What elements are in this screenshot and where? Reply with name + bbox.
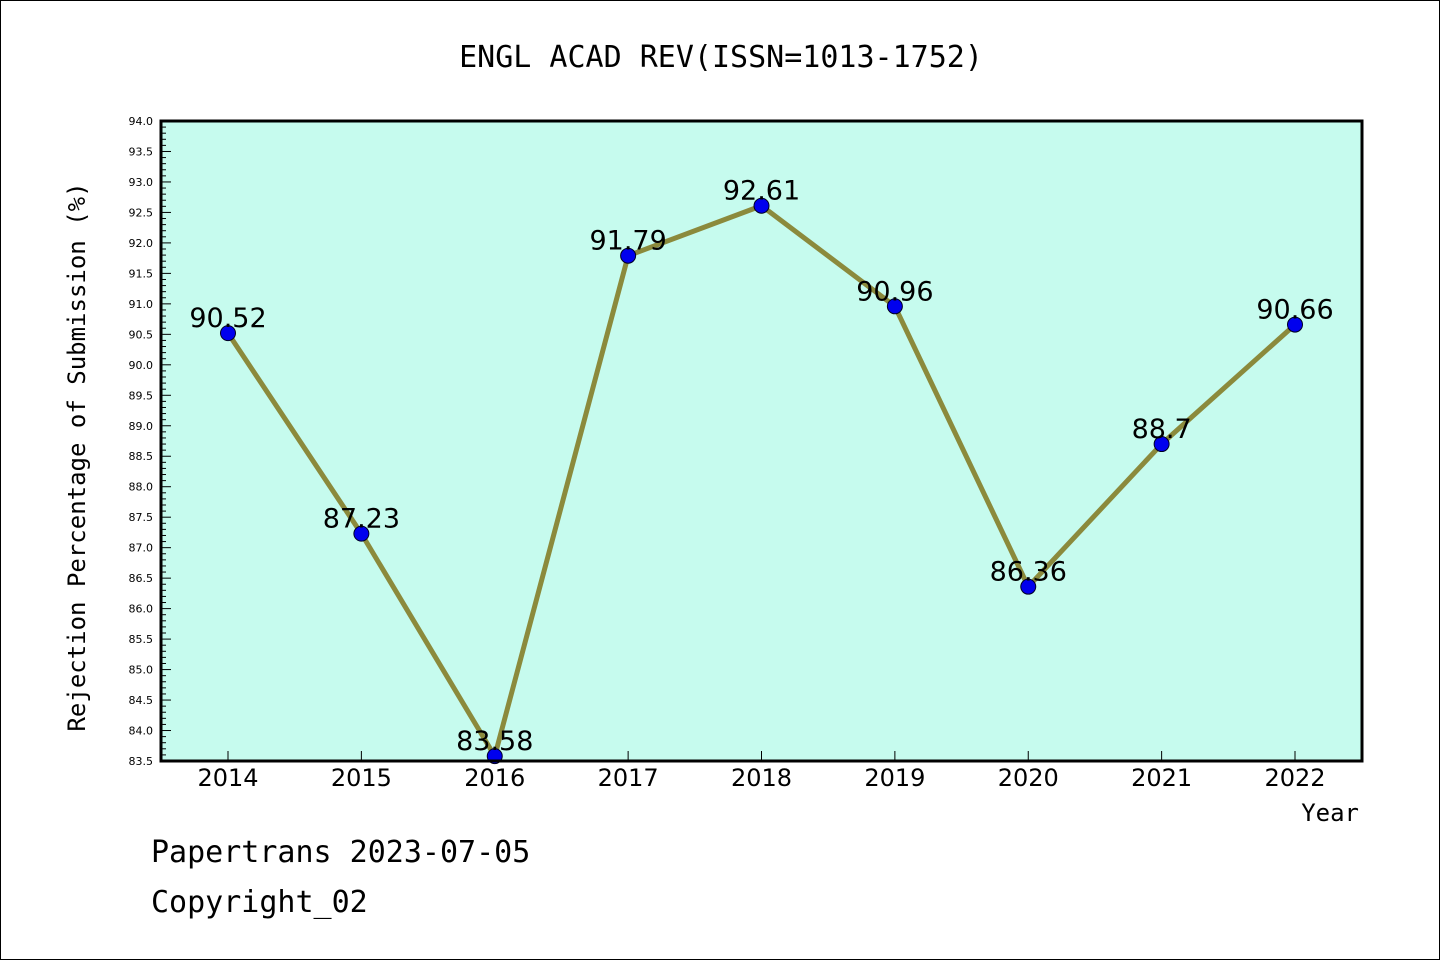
y-tick-label: 90.5 bbox=[129, 328, 154, 341]
y-tick-label: 91.0 bbox=[129, 298, 154, 311]
y-tick-label: 87.5 bbox=[129, 511, 154, 524]
footer-publisher-date: Papertrans 2023-07-05 bbox=[151, 835, 531, 870]
x-tick-label: 2019 bbox=[864, 764, 925, 792]
data-label: 92.61 bbox=[723, 176, 800, 207]
plot-border bbox=[159, 119, 1364, 763]
chart-title: ENGL ACAD REV(ISSN=1013-1752) bbox=[459, 40, 983, 75]
x-tick-label: 2014 bbox=[197, 764, 258, 792]
data-label: 91.79 bbox=[589, 226, 666, 257]
y-axis-ticks: 83.5 84.0 84.5 85.0 85.5 86.0 86.5 87.0 87.5 88.0… bbox=[129, 115, 171, 768]
x-axis-ticks: 2014 2015 2016 2017 2018 2019 2020 2021 2022 bbox=[197, 751, 1326, 792]
data-label: 90.52 bbox=[189, 303, 266, 334]
y-tick-label: 93.5 bbox=[129, 145, 154, 158]
y-tick-label: 86.0 bbox=[129, 603, 154, 616]
x-tick-label: 2021 bbox=[1131, 764, 1192, 792]
x-tick-label: 2016 bbox=[464, 764, 525, 792]
data-label: 88.7 bbox=[1132, 414, 1192, 445]
data-point bbox=[620, 247, 637, 264]
x-axis-label: Year bbox=[1301, 799, 1359, 827]
data-point bbox=[886, 298, 903, 315]
y-tick-label: 92.5 bbox=[129, 206, 154, 219]
data-point bbox=[353, 525, 370, 542]
data-point bbox=[1287, 316, 1303, 333]
y-tick-label: 88.5 bbox=[129, 450, 154, 463]
y-tick-label: 84.5 bbox=[129, 694, 154, 707]
data-label: 90.96 bbox=[856, 276, 933, 307]
data-point bbox=[220, 325, 236, 342]
y-tick-label: 88.0 bbox=[129, 481, 154, 494]
x-tick-label: 2020 bbox=[998, 764, 1059, 792]
data-point bbox=[753, 197, 770, 214]
data-label: 90.66 bbox=[1256, 295, 1333, 326]
y-tick-label: 92.0 bbox=[129, 237, 154, 250]
x-tick-label: 2015 bbox=[331, 764, 392, 792]
data-point bbox=[1153, 436, 1170, 453]
x-tick-label: 2022 bbox=[1264, 764, 1325, 792]
y-tick-label: 89.5 bbox=[129, 389, 154, 402]
y-tick-label: 90.0 bbox=[129, 359, 154, 372]
y-tick-label: 93.0 bbox=[129, 176, 154, 189]
y-tick-label: 85.5 bbox=[129, 633, 154, 646]
x-tick-label: 2018 bbox=[731, 764, 792, 792]
y-tick-label: 89.0 bbox=[129, 420, 154, 433]
data-labels-layer: 90.52 87.23 83.58 91.79 92.61 90.96 86.36 88.7 9… bbox=[189, 176, 1333, 757]
data-label: 86.36 bbox=[990, 557, 1067, 588]
x-tick-label: 2017 bbox=[598, 764, 659, 792]
y-tick-label: 83.5 bbox=[129, 755, 154, 768]
data-label: 83.58 bbox=[456, 726, 533, 757]
y-tick-label: 85.0 bbox=[129, 664, 154, 677]
y-tick-label: 84.0 bbox=[129, 725, 154, 738]
y-tick-label: 91.5 bbox=[129, 267, 154, 280]
footer-copyright: Copyright_02 bbox=[151, 885, 368, 920]
y-tick-label: 86.5 bbox=[129, 572, 154, 585]
y-tick-label: 87.0 bbox=[129, 542, 154, 555]
y-tick-label: 94.0 bbox=[129, 115, 154, 128]
data-point bbox=[1020, 578, 1037, 595]
data-label: 87.23 bbox=[323, 504, 400, 535]
y-axis-label: Rejection Percentage of Submission (%) bbox=[63, 182, 91, 731]
